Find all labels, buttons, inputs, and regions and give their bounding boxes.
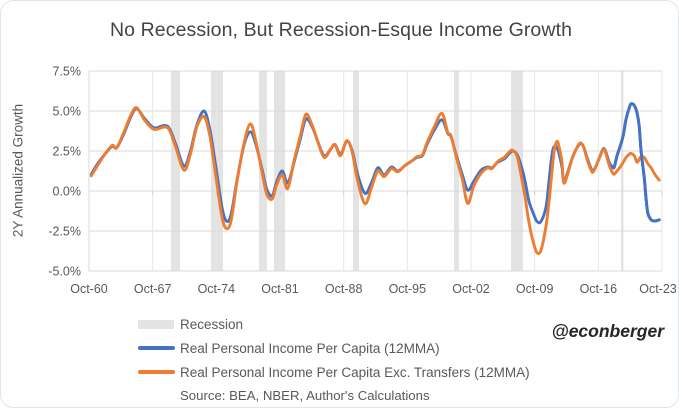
recession-band	[511, 71, 523, 271]
y-tick-label: 7.5%	[53, 65, 82, 79]
x-tick-label: Oct-02	[452, 282, 490, 296]
orange-line-swatch	[138, 370, 175, 374]
recession-swatch	[138, 319, 174, 329]
blue-line-swatch	[138, 346, 175, 350]
legend-label-recession: Recession	[180, 316, 244, 332]
series-line-real-personal-income-endspike	[610, 102, 661, 223]
y-axis-title: 2Y Annualized Growth	[10, 103, 26, 238]
x-tick-label: Oct-23	[639, 282, 677, 296]
x-tick-label: Oct-60	[70, 282, 108, 296]
y-tick-label: -2.5%	[48, 225, 81, 239]
x-tick-label: Oct-67	[134, 282, 172, 296]
legend: Recession Real Personal Income Per Capit…	[138, 312, 530, 406]
x-tick-label: Oct-88	[325, 282, 363, 296]
legend-item-income-exc-transfers: Real Personal Income Per Capita Exc. Tra…	[138, 360, 530, 384]
y-tick-label: 0.0%	[53, 185, 82, 199]
watermark: @econberger	[551, 321, 664, 341]
recession-band	[454, 71, 459, 271]
x-tick-label: Oct-74	[198, 282, 236, 296]
recession-band	[621, 71, 624, 271]
x-tick-label: Oct-95	[389, 282, 427, 296]
x-tick-label: Oct-81	[261, 282, 299, 296]
series-line-real-personal-income-exc-transfers	[89, 106, 661, 256]
legend-label-income: Real Personal Income Per Capita (12MMA)	[180, 340, 440, 356]
legend-item-income: Real Personal Income Per Capita (12MMA)	[138, 336, 530, 360]
legend-label-income-exc-transfers: Real Personal Income Per Capita Exc. Tra…	[180, 364, 530, 380]
recession-band	[171, 71, 180, 271]
y-tick-label: 5.0%	[53, 105, 82, 119]
x-tick-label: Oct-09	[516, 282, 554, 296]
y-tick-label: 2.5%	[53, 145, 82, 159]
source-note: Source: BEA, NBER, Author's Calculations	[180, 387, 430, 403]
chart-title: No Recession, But Recession-Esque Income…	[109, 19, 573, 41]
y-tick-label: -5.0%	[48, 265, 81, 279]
x-tick-label: Oct-16	[580, 282, 618, 296]
legend-item-recession: Recession	[138, 312, 530, 336]
